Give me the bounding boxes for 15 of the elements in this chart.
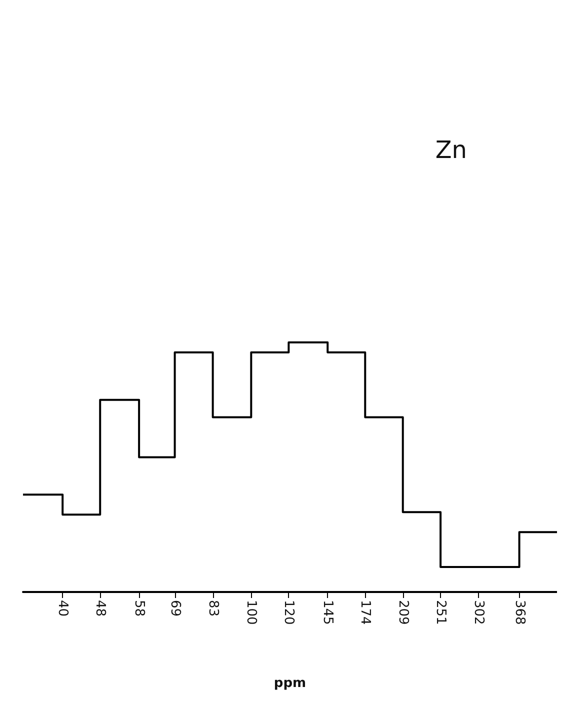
- x-tick-label: 174: [358, 600, 373, 625]
- x-tick-label: 58: [132, 600, 147, 617]
- x-tick-label: 40: [55, 600, 70, 617]
- x-tick-label: 209: [395, 600, 410, 625]
- x-axis-title: ppm: [274, 676, 306, 691]
- x-tick-label: 145: [320, 600, 336, 625]
- x-tick-label: 368: [512, 600, 527, 625]
- x-tick-label: 302: [471, 600, 486, 625]
- x-tick-label: 48: [92, 600, 108, 617]
- x-tick-label: 83: [205, 600, 220, 617]
- x-tick-label: 100: [244, 600, 259, 625]
- x-tick-label: 120: [281, 600, 296, 625]
- x-tick-label: 251: [433, 600, 448, 625]
- text: Zn: [435, 136, 468, 164]
- x-tick-label: 69: [167, 600, 182, 617]
